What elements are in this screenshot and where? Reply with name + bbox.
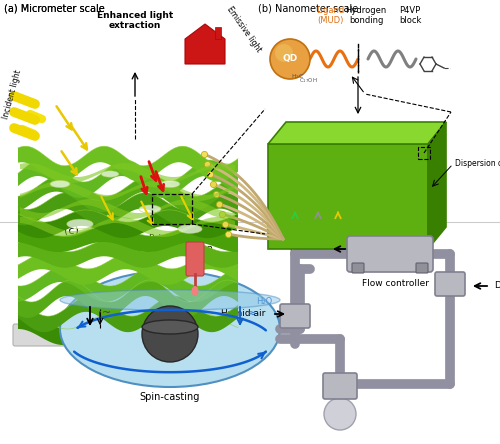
Text: Incident light: Incident light	[1, 68, 23, 120]
Polygon shape	[18, 240, 238, 268]
FancyBboxPatch shape	[268, 144, 428, 249]
Text: Polymer-QD
blended solution: Polymer-QD blended solution	[137, 234, 213, 254]
Text: $\mathrm{H_3C}$: $\mathrm{H_3C}$	[291, 72, 305, 81]
Text: ≈: ≈	[248, 308, 256, 318]
FancyBboxPatch shape	[13, 324, 247, 346]
Polygon shape	[18, 253, 238, 285]
Ellipse shape	[142, 320, 198, 334]
Text: Emissive light: Emissive light	[225, 4, 263, 53]
Ellipse shape	[178, 225, 202, 234]
Text: PS: PS	[290, 224, 300, 233]
Text: (c): (c)	[64, 226, 79, 236]
FancyBboxPatch shape	[416, 263, 428, 273]
Text: Dry air: Dry air	[495, 281, 500, 290]
Text: Flow controller: Flow controller	[362, 279, 428, 288]
Circle shape	[275, 44, 293, 62]
Text: Reduced FRET: Reduced FRET	[348, 244, 432, 254]
Text: $\mathrm{C_{17}OH}$: $\mathrm{C_{17}OH}$	[298, 76, 318, 85]
Polygon shape	[18, 280, 238, 318]
Polygon shape	[18, 176, 238, 212]
Text: Hydrogen
bonding: Hydrogen bonding	[346, 6, 387, 25]
Polygon shape	[18, 146, 238, 182]
Text: Enhanced light
absorption: Enhanced light absorption	[62, 336, 138, 355]
FancyBboxPatch shape	[215, 27, 221, 39]
Polygon shape	[20, 199, 235, 219]
Text: Dispersion of QDs: Dispersion of QDs	[455, 159, 500, 169]
Polygon shape	[18, 296, 238, 332]
FancyBboxPatch shape	[280, 304, 310, 328]
Circle shape	[270, 39, 310, 79]
Polygon shape	[18, 266, 238, 302]
Polygon shape	[428, 122, 446, 249]
Text: Ligand
(MUD): Ligand (MUD)	[316, 6, 344, 25]
FancyBboxPatch shape	[347, 236, 433, 272]
Circle shape	[324, 398, 356, 430]
Polygon shape	[268, 122, 446, 144]
Text: Humid air: Humid air	[220, 309, 265, 318]
Text: QD: QD	[282, 55, 298, 63]
Polygon shape	[18, 210, 238, 238]
Ellipse shape	[139, 205, 161, 213]
Polygon shape	[20, 217, 235, 237]
Text: P4VP
block: P4VP block	[399, 6, 421, 25]
Polygon shape	[18, 226, 238, 252]
Text: (b) Nanometer scale: (b) Nanometer scale	[258, 4, 358, 14]
Polygon shape	[185, 24, 225, 64]
Text: Spin-casting: Spin-casting	[140, 392, 200, 402]
Ellipse shape	[192, 286, 198, 296]
Ellipse shape	[60, 271, 280, 387]
Text: (a) Micrometer scale: (a) Micrometer scale	[4, 4, 105, 14]
Polygon shape	[18, 160, 238, 198]
Ellipse shape	[60, 290, 280, 310]
FancyBboxPatch shape	[435, 272, 465, 296]
Text: (a) Micrometer scale: (a) Micrometer scale	[4, 4, 105, 14]
FancyBboxPatch shape	[352, 263, 364, 273]
Text: QD: QD	[332, 224, 344, 233]
Ellipse shape	[101, 171, 119, 177]
Polygon shape	[18, 193, 238, 226]
Text: Enhanced light
extraction: Enhanced light extraction	[97, 11, 173, 30]
Polygon shape	[18, 313, 238, 345]
Text: P4VP: P4VP	[308, 224, 328, 233]
Ellipse shape	[67, 219, 93, 229]
Ellipse shape	[160, 180, 180, 188]
Ellipse shape	[50, 180, 70, 188]
Text: DMF: DMF	[68, 287, 87, 296]
Text: Polymer-QD
blended solution: Polymer-QD blended solution	[290, 236, 360, 255]
Text: H₂O: H₂O	[256, 297, 272, 305]
Text: ~: ~	[102, 308, 111, 318]
Polygon shape	[20, 163, 235, 183]
Polygon shape	[20, 181, 235, 201]
Circle shape	[142, 306, 198, 362]
FancyBboxPatch shape	[323, 373, 357, 399]
FancyBboxPatch shape	[186, 242, 204, 276]
